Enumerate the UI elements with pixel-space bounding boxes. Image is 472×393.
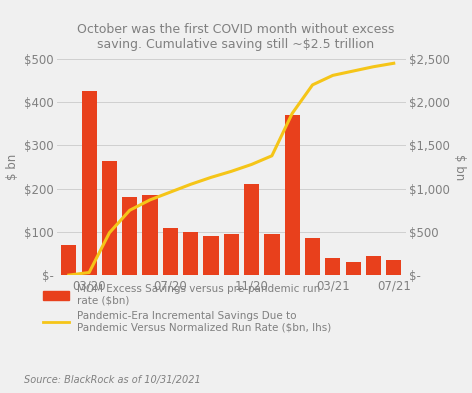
Legend: MOM Excess Savings versus pre-pandemic run
rate ($bn), Pandemic-Era Incremental : MOM Excess Savings versus pre-pandemic r…: [43, 284, 332, 332]
Text: October was the first COVID month without excess
saving. Cumulative saving still: October was the first COVID month withou…: [77, 23, 395, 51]
Bar: [224, 234, 239, 275]
Bar: [122, 197, 137, 275]
Bar: [143, 195, 158, 275]
Bar: [203, 236, 219, 275]
Bar: [163, 228, 178, 275]
Bar: [325, 258, 340, 275]
Text: Source: BlackRock as of 10/31/2021: Source: BlackRock as of 10/31/2021: [24, 375, 200, 385]
Bar: [61, 245, 76, 275]
Bar: [386, 260, 401, 275]
Bar: [366, 255, 381, 275]
Bar: [346, 262, 361, 275]
Bar: [285, 115, 300, 275]
Bar: [305, 238, 320, 275]
Bar: [264, 234, 279, 275]
Bar: [183, 232, 198, 275]
Bar: [82, 91, 97, 275]
Bar: [244, 184, 259, 275]
Y-axis label: $ bn: $ bn: [453, 154, 466, 180]
Bar: [102, 160, 117, 275]
Y-axis label: $ bn: $ bn: [6, 154, 18, 180]
